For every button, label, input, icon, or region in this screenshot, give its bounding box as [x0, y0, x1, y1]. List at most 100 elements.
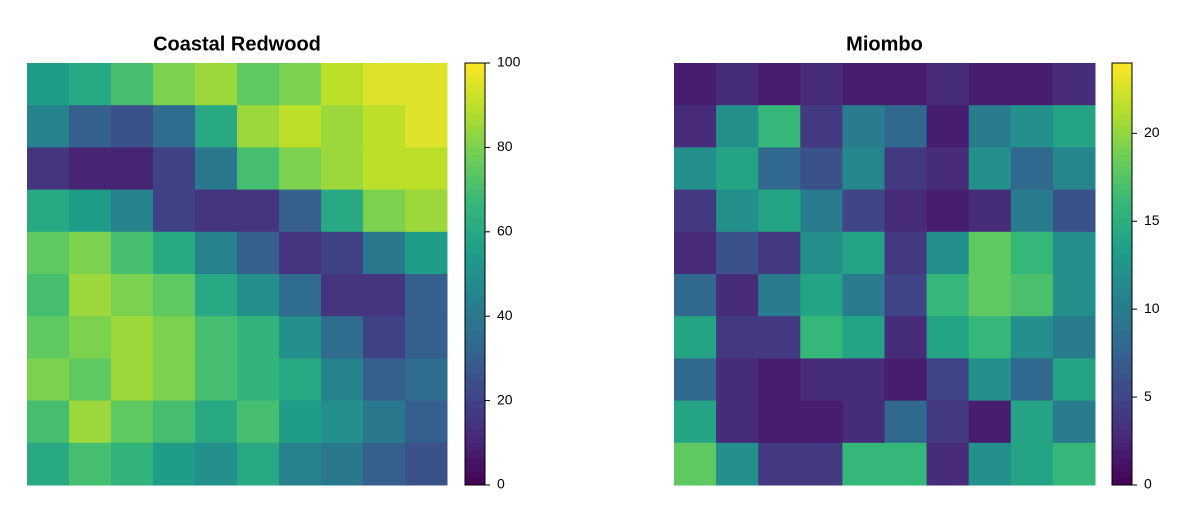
raster-cell — [195, 189, 238, 233]
raster-cell — [1052, 400, 1096, 444]
colorbar-step — [465, 421, 485, 430]
raster-cell — [800, 400, 843, 444]
colorbar-step — [465, 400, 485, 409]
raster-cell — [195, 231, 238, 275]
raster-cell — [195, 147, 238, 191]
colorbar-step — [465, 288, 485, 296]
raster-cell — [321, 189, 364, 233]
raster-cell — [153, 63, 196, 106]
colorbar-step — [465, 428, 485, 437]
raster-cell — [968, 316, 1012, 359]
colorbar-step — [1112, 456, 1132, 465]
colorbar-step — [1112, 435, 1132, 444]
raster-cell — [758, 105, 801, 148]
colorbar-step — [1112, 154, 1132, 162]
raster-cell — [279, 147, 322, 191]
colorbar-step — [1112, 414, 1132, 423]
raster-cell — [674, 231, 717, 275]
raster-cell — [279, 63, 322, 106]
raster-cell — [27, 274, 70, 317]
colorbar-step — [1112, 196, 1132, 205]
colorbar-step — [465, 210, 485, 219]
raster-cell — [153, 358, 196, 402]
colorbar-tick-label: 15 — [1144, 212, 1160, 228]
colorbar-tick-label: 40 — [497, 307, 513, 323]
raster-cell — [674, 316, 717, 359]
raster-cell — [716, 274, 759, 317]
raster-cell — [405, 358, 448, 402]
colorbar-step — [465, 323, 485, 331]
colorbar-step — [465, 351, 485, 359]
colorbar-step — [465, 266, 485, 275]
raster-cell — [279, 105, 322, 148]
colorbar-step — [1112, 442, 1132, 451]
colorbar-step — [465, 386, 485, 395]
raster-cell — [800, 442, 843, 486]
raster-cell — [968, 189, 1012, 233]
raster-cell — [1010, 358, 1054, 402]
colorbar-step — [465, 168, 485, 177]
colorbar-step — [1112, 470, 1132, 479]
raster-cell — [1052, 442, 1096, 486]
raster-cell — [800, 358, 843, 402]
raster-cell — [321, 316, 364, 359]
raster-cell — [69, 442, 112, 486]
raster-cell — [405, 147, 448, 191]
raster-cell — [405, 400, 448, 444]
raster-cell — [1010, 442, 1054, 486]
colorbar-step — [465, 337, 485, 345]
colorbar-step — [1112, 231, 1132, 240]
colorbar-step — [465, 70, 485, 78]
colorbar-step — [465, 393, 485, 402]
raster-cell — [195, 63, 238, 106]
raster-cell — [758, 231, 801, 275]
colorbar-step — [465, 470, 485, 479]
colorbar-step — [1112, 428, 1132, 437]
colorbar-step — [465, 63, 485, 71]
panel-title: Coastal Redwood — [153, 33, 321, 55]
raster-cell — [405, 63, 448, 106]
colorbar-step — [465, 119, 485, 127]
raster-cell — [279, 442, 322, 486]
colorbar-step — [1112, 98, 1132, 106]
colorbar-step — [1112, 337, 1132, 345]
raster-cell — [27, 105, 70, 148]
raster-cell — [405, 105, 448, 148]
colorbar-step — [1112, 63, 1132, 71]
raster-cell — [884, 316, 928, 359]
raster-cell — [153, 189, 196, 233]
colorbar-step — [465, 274, 485, 282]
raster-cell — [153, 105, 196, 148]
raster-cell — [884, 189, 928, 233]
colorbar-step — [1112, 477, 1132, 486]
colorbar-step — [1112, 140, 1132, 148]
raster-cell — [153, 147, 196, 191]
colorbar-tick-label: 80 — [497, 138, 513, 154]
raster-cell — [27, 147, 70, 191]
colorbar-step — [465, 161, 485, 169]
raster-cell — [1010, 147, 1054, 191]
raster-cell — [716, 231, 759, 275]
raster-cell — [926, 274, 970, 317]
colorbar-step — [1112, 259, 1132, 268]
colorbar-step — [1112, 386, 1132, 395]
raster-cell — [926, 231, 970, 275]
raster-cell — [1052, 358, 1096, 402]
raster-cell — [237, 316, 280, 359]
raster-cell — [405, 274, 448, 317]
colorbar — [1112, 63, 1132, 486]
raster-cell — [674, 442, 717, 486]
raster-cell — [1010, 105, 1054, 148]
colorbar-tick-label: 0 — [497, 476, 505, 492]
raster-cell — [27, 63, 70, 106]
raster-cell — [363, 231, 406, 275]
colorbar-step — [1112, 112, 1132, 120]
raster-cell — [800, 63, 843, 106]
colorbar-step — [465, 224, 485, 233]
colorbar-step — [465, 379, 485, 388]
raster-cell — [842, 316, 885, 359]
raster-cell — [27, 316, 70, 359]
raster-cell — [237, 105, 280, 148]
raster-cell — [153, 231, 196, 275]
colorbar-step — [465, 77, 485, 85]
